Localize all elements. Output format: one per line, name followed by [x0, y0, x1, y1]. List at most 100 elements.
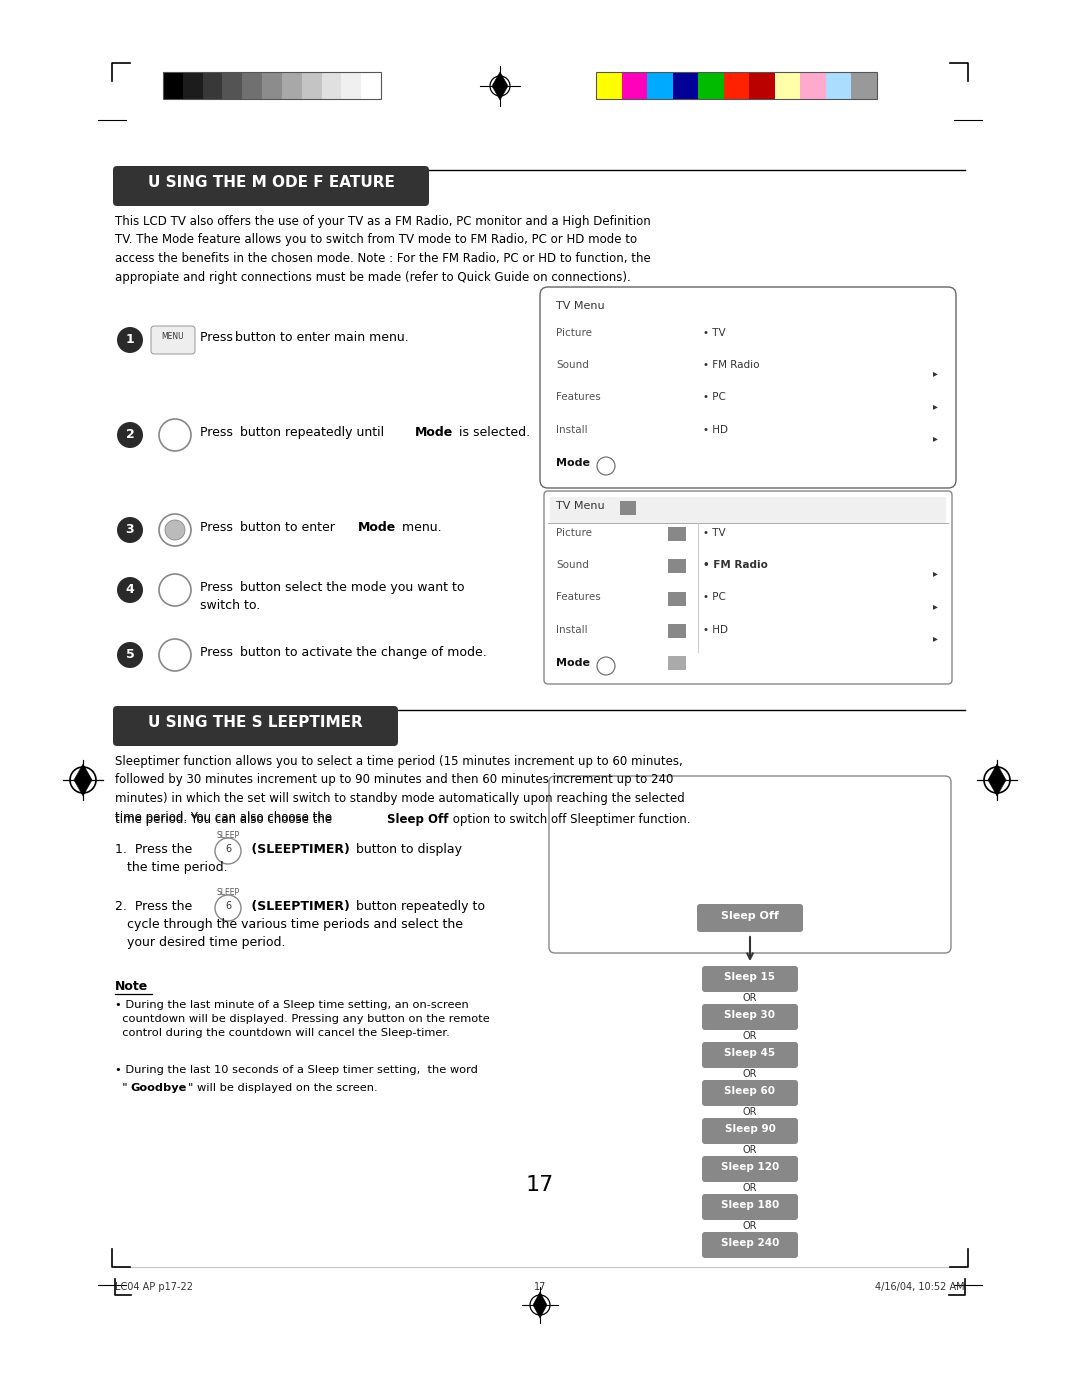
Text: ▸: ▸ [933, 401, 937, 411]
Text: Sound: Sound [556, 560, 589, 570]
Bar [622, 73, 647, 99]
Bar [669, 423, 686, 437]
Text: ▸: ▸ [933, 633, 937, 643]
Text: Sleep 15: Sleep 15 [725, 972, 775, 982]
Bar [361, 73, 381, 99]
Text: Sleep 120: Sleep 120 [720, 1162, 779, 1172]
Text: SLEEP: SLEEP [216, 888, 240, 897]
Text: • TV: • TV [703, 528, 726, 538]
Text: TV Menu: TV Menu [556, 502, 605, 511]
Text: • TV: • TV [703, 328, 726, 338]
Text: • PC: • PC [703, 592, 726, 602]
Bar [669, 391, 686, 405]
Text: • PC: • PC [703, 393, 726, 402]
Bar [596, 73, 622, 99]
Text: (SLEEPTIMER): (SLEEPTIMER) [247, 900, 350, 914]
Text: TV Menu: TV Menu [556, 300, 605, 312]
Text: Mode: Mode [556, 658, 590, 668]
Text: 2: 2 [125, 427, 134, 441]
Bar [341, 73, 361, 99]
Text: • During the last minute of a Sleep time setting, an on-screen
  countdown will : • During the last minute of a Sleep time… [114, 1000, 489, 1038]
Bar [647, 73, 673, 99]
Bar [550, 298, 946, 323]
Text: is selected.: is selected. [455, 426, 530, 439]
Text: Mode: Mode [357, 521, 396, 534]
Text: 17: 17 [534, 1282, 546, 1292]
Text: This LCD TV also offers the use of your TV as a FM Radio, PC monitor and a High : This LCD TV also offers the use of your … [114, 215, 651, 284]
Bar [724, 73, 750, 99]
FancyBboxPatch shape [113, 166, 429, 205]
Bar [242, 73, 262, 99]
Bar [750, 73, 774, 99]
FancyBboxPatch shape [544, 291, 951, 483]
Text: time period. You can also choose the: time period. You can also choose the [114, 813, 336, 826]
FancyBboxPatch shape [697, 904, 804, 932]
Circle shape [117, 517, 143, 543]
Text: ▸: ▸ [933, 569, 937, 578]
FancyBboxPatch shape [151, 326, 195, 353]
Text: button repeatedly until: button repeatedly until [240, 426, 388, 439]
Text: • FM Radio: • FM Radio [703, 360, 759, 370]
Text: Install: Install [556, 425, 588, 434]
Bar [669, 527, 686, 541]
Text: Install: Install [556, 624, 588, 634]
FancyBboxPatch shape [702, 1118, 798, 1144]
Text: Picture: Picture [556, 528, 592, 538]
Text: 6: 6 [225, 901, 231, 911]
FancyBboxPatch shape [702, 1004, 798, 1030]
Polygon shape [75, 764, 92, 796]
Text: • During the last 10 seconds of a Sleep timer setting,  the word: • During the last 10 seconds of a Sleep … [114, 1065, 477, 1076]
Bar [669, 623, 686, 638]
Bar [163, 73, 183, 99]
Circle shape [117, 643, 143, 668]
Text: Sleep Off: Sleep Off [387, 813, 448, 826]
Text: U SING THE S LEEPTIMER: U SING THE S LEEPTIMER [148, 715, 363, 731]
Bar [550, 497, 946, 522]
Text: Press: Press [200, 521, 237, 534]
Text: OR: OR [743, 993, 757, 1003]
Text: SLEEP: SLEEP [216, 831, 240, 840]
Text: ": " [114, 1083, 127, 1092]
Text: OR: OR [743, 1221, 757, 1231]
FancyBboxPatch shape [702, 965, 798, 992]
Polygon shape [534, 1292, 546, 1317]
Text: 6: 6 [225, 844, 231, 854]
Text: OR: OR [743, 1069, 757, 1078]
FancyBboxPatch shape [702, 1155, 798, 1182]
Text: button repeatedly to: button repeatedly to [352, 900, 485, 914]
Circle shape [117, 327, 143, 353]
Bar [322, 73, 341, 99]
Text: ▸: ▸ [933, 433, 937, 443]
Bar [826, 73, 851, 99]
Text: " will be displayed on the screen.: " will be displayed on the screen. [188, 1083, 378, 1092]
Polygon shape [988, 764, 1005, 796]
Bar [203, 73, 222, 99]
FancyBboxPatch shape [540, 286, 956, 488]
Text: Features: Features [556, 393, 600, 402]
Bar [620, 300, 636, 314]
Text: Press: Press [200, 645, 237, 659]
Text: Features: Features [556, 592, 600, 602]
Text: 1.  Press the: 1. Press the [114, 842, 197, 856]
Circle shape [165, 520, 185, 541]
FancyBboxPatch shape [113, 705, 399, 746]
Text: Sleep Off: Sleep Off [721, 911, 779, 921]
Bar [222, 73, 242, 99]
Text: Note: Note [114, 981, 148, 993]
FancyBboxPatch shape [702, 1042, 798, 1067]
FancyBboxPatch shape [702, 1080, 798, 1106]
Bar [262, 73, 282, 99]
Bar [183, 73, 203, 99]
Text: ▸: ▸ [933, 601, 937, 610]
Text: Mode: Mode [415, 426, 454, 439]
Text: 2.  Press the: 2. Press the [114, 900, 197, 914]
Text: ▸: ▸ [933, 369, 937, 379]
Text: Goodbye: Goodbye [130, 1083, 187, 1092]
FancyBboxPatch shape [544, 490, 951, 685]
Polygon shape [492, 73, 508, 101]
Text: switch to.: switch to. [200, 599, 260, 612]
Bar [669, 327, 686, 341]
Bar [282, 73, 301, 99]
Text: U SING THE M ODE F EATURE: U SING THE M ODE F EATURE [148, 175, 394, 190]
Text: Sleep 60: Sleep 60 [725, 1085, 775, 1097]
